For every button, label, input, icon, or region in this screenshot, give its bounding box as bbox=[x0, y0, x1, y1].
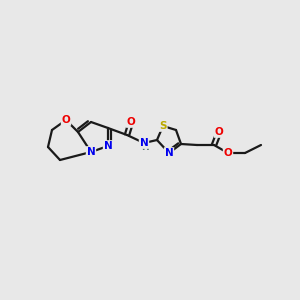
Text: N: N bbox=[103, 141, 112, 151]
Text: O: O bbox=[127, 117, 135, 127]
Text: O: O bbox=[214, 127, 224, 137]
Text: N: N bbox=[140, 138, 148, 148]
Text: O: O bbox=[224, 148, 232, 158]
Text: O: O bbox=[61, 115, 70, 125]
Text: N: N bbox=[87, 147, 95, 157]
Text: S: S bbox=[159, 121, 167, 131]
Text: H: H bbox=[141, 143, 149, 152]
Text: N: N bbox=[165, 148, 173, 158]
